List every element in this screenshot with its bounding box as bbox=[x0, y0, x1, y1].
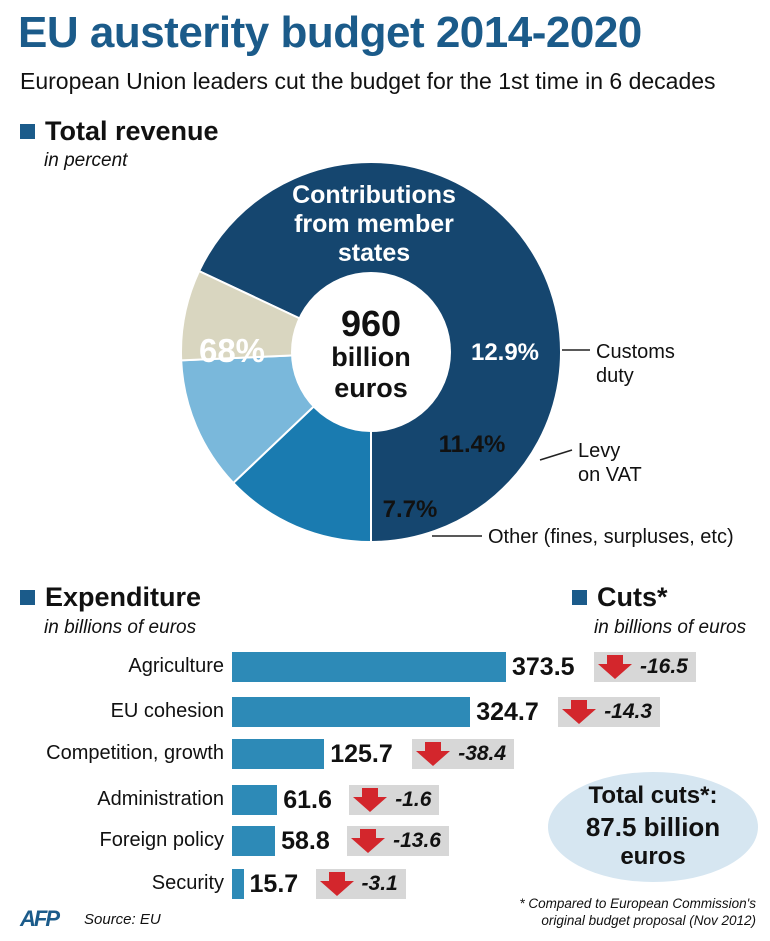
category-label-security: Security bbox=[151, 872, 224, 894]
levy-percent-label: 11.4% bbox=[439, 431, 506, 458]
down-arrow-icon bbox=[319, 872, 354, 896]
down-arrow-icon bbox=[562, 700, 597, 724]
other-callout-label: Other (fines, surpluses, etc) bbox=[488, 526, 734, 548]
category-label-administration: Administration bbox=[97, 788, 224, 810]
cut-box-administration: -1.6 bbox=[349, 785, 440, 815]
contrib-label-line3: states bbox=[338, 239, 410, 267]
value-label-foreign-policy: 58.8 bbox=[281, 827, 330, 855]
cut-value-security: -3.1 bbox=[361, 872, 398, 895]
cuts-unit: in billions of euros bbox=[594, 617, 747, 638]
revenue-unit: in percent bbox=[44, 150, 128, 171]
cut-box-eu-cohesion: -14.3 bbox=[558, 697, 661, 727]
down-arrow-icon bbox=[416, 742, 451, 766]
down-arrow-icon bbox=[598, 655, 632, 679]
contrib-percent-label: 68% bbox=[199, 332, 265, 369]
contrib-label-line1: Contributions bbox=[292, 181, 456, 209]
customs-callout-line1: Customs bbox=[596, 341, 675, 363]
afp-logo: AFP bbox=[20, 906, 60, 931]
bar-foreign-policy bbox=[232, 826, 276, 856]
footnote-line2: original budget proposal (Nov 2012) bbox=[541, 913, 756, 928]
category-label-eu-cohesion: EU cohesion bbox=[110, 700, 224, 722]
category-label-competition-growth: Competition, growth bbox=[46, 742, 224, 764]
revenue-donut-chart: 960 billion euros Contributions from mem… bbox=[180, 161, 734, 548]
value-label-eu-cohesion: 324.7 bbox=[476, 698, 539, 726]
cuts-heading-text: Cuts* bbox=[597, 582, 668, 612]
total-cuts-line3: euros bbox=[620, 843, 686, 870]
center-billion-label: billion bbox=[331, 342, 410, 372]
cut-value-competition-growth: -38.4 bbox=[458, 742, 507, 765]
callout-lines bbox=[432, 349, 590, 537]
cut-value-administration: -1.6 bbox=[395, 788, 432, 811]
cut-box-agriculture: -16.5 bbox=[594, 652, 696, 682]
cut-value-agriculture: -16.5 bbox=[640, 655, 688, 678]
other-percent-label: 7.7% bbox=[383, 496, 438, 523]
revenue-heading: Total revenue bbox=[20, 116, 219, 147]
footnote: * Compared to European Commission's orig… bbox=[519, 895, 756, 929]
center-euros-label: euros bbox=[334, 373, 408, 403]
cuts-heading: Cuts* bbox=[572, 582, 668, 613]
levy-leader-line bbox=[539, 449, 573, 461]
down-arrow-icon bbox=[353, 788, 388, 812]
value-label-competition-growth: 125.7 bbox=[330, 740, 393, 768]
category-label-foreign-policy: Foreign policy bbox=[99, 829, 224, 851]
bar-security bbox=[232, 869, 244, 899]
bullet-square-icon bbox=[20, 124, 35, 139]
chart-title: EU austerity budget 2014-2020 bbox=[18, 8, 642, 57]
footnote-line1: * Compared to European Commission's bbox=[519, 896, 756, 911]
cut-value-foreign-policy: -13.6 bbox=[393, 829, 441, 852]
donut-hole bbox=[291, 272, 451, 432]
contrib-label-line2: from member bbox=[294, 210, 454, 238]
customs-percent-label: 12.9% bbox=[471, 339, 539, 366]
bullet-square-icon bbox=[20, 590, 35, 605]
value-label-administration: 61.6 bbox=[283, 786, 332, 814]
total-cuts-line1: Total cuts*: bbox=[588, 782, 718, 809]
bar-eu-cohesion bbox=[232, 697, 471, 727]
levy-callout-line2: on VAT bbox=[578, 464, 642, 486]
bullet-square-icon bbox=[572, 590, 587, 605]
value-label-agriculture: 373.5 bbox=[512, 653, 575, 681]
expenditure-heading-text: Expenditure bbox=[45, 582, 202, 612]
bar-agriculture bbox=[232, 652, 506, 682]
bar-administration bbox=[232, 785, 278, 815]
customs-callout-line2: duty bbox=[596, 365, 634, 387]
category-label-agriculture: Agriculture bbox=[128, 655, 224, 677]
down-arrow-icon bbox=[351, 829, 386, 853]
cut-box-foreign-policy: -13.6 bbox=[347, 826, 449, 856]
value-label-security: 15.7 bbox=[249, 870, 299, 898]
source-label: Source: EU bbox=[84, 911, 161, 928]
chart-subtitle: European Union leaders cut the budget fo… bbox=[20, 68, 716, 94]
center-total-value: 960 bbox=[341, 303, 401, 344]
cut-box-competition-growth: -38.4 bbox=[412, 739, 515, 769]
bar-competition-growth bbox=[232, 739, 325, 769]
total-cuts-line2: 87.5 billion bbox=[585, 812, 721, 842]
expenditure-heading: Expenditure bbox=[20, 582, 201, 613]
cut-box-security: -3.1 bbox=[315, 869, 406, 899]
expenditure-unit: in billions of euros bbox=[44, 617, 197, 638]
revenue-heading-text: Total revenue bbox=[45, 116, 219, 146]
cut-value-eu-cohesion: -14.3 bbox=[604, 700, 653, 723]
total-cuts-badge: Total cuts*: 87.5 billion euros bbox=[548, 772, 758, 882]
levy-callout-line1: Levy bbox=[578, 440, 620, 462]
